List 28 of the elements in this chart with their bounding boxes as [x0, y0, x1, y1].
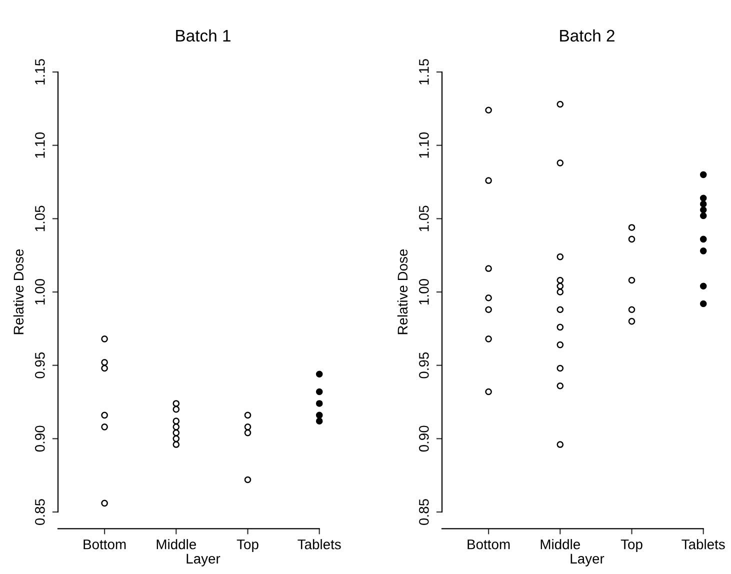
chart-title: Batch 2	[560, 29, 614, 42]
y-tick-label: 0.95	[419, 352, 429, 378]
x-tick-label: Tablets	[682, 539, 725, 550]
x-tick-label: Tablets	[298, 539, 341, 550]
y-axis-title: Relative Dose	[397, 249, 408, 334]
y-axis-title: Relative Dose	[13, 249, 24, 334]
y-tick-label: 0.95	[35, 352, 45, 378]
x-axis-title: Layer	[570, 554, 604, 566]
chart-title: Batch 1	[176, 29, 230, 42]
x-tick-label: Bottom	[468, 540, 510, 550]
y-tick-label: 1.05	[35, 206, 45, 232]
x-tick-label: Middle	[156, 539, 196, 550]
x-tick-label: Top	[236, 540, 258, 552]
y-tick-label: 1.00	[35, 279, 45, 304]
y-tick-label: 1.10	[419, 132, 429, 158]
y-tick-label: 1.00	[419, 279, 429, 304]
x-tick-label: Bottom	[84, 540, 126, 550]
y-tick-label: 1.10	[35, 132, 45, 158]
y-tick-label: 0.90	[35, 426, 45, 452]
x-tick-label: Middle	[540, 539, 580, 550]
y-tick-label: 0.90	[419, 426, 429, 452]
y-tick-label: 1.15	[419, 59, 429, 84]
y-tick-label: 0.85	[35, 499, 45, 525]
y-tick-label: 0.85	[419, 499, 429, 525]
y-tick-label: 1.15	[35, 59, 45, 84]
x-axis-title: Layer	[186, 554, 220, 566]
y-tick-label: 1.05	[419, 206, 429, 232]
x-tick-label: Top	[620, 540, 642, 552]
